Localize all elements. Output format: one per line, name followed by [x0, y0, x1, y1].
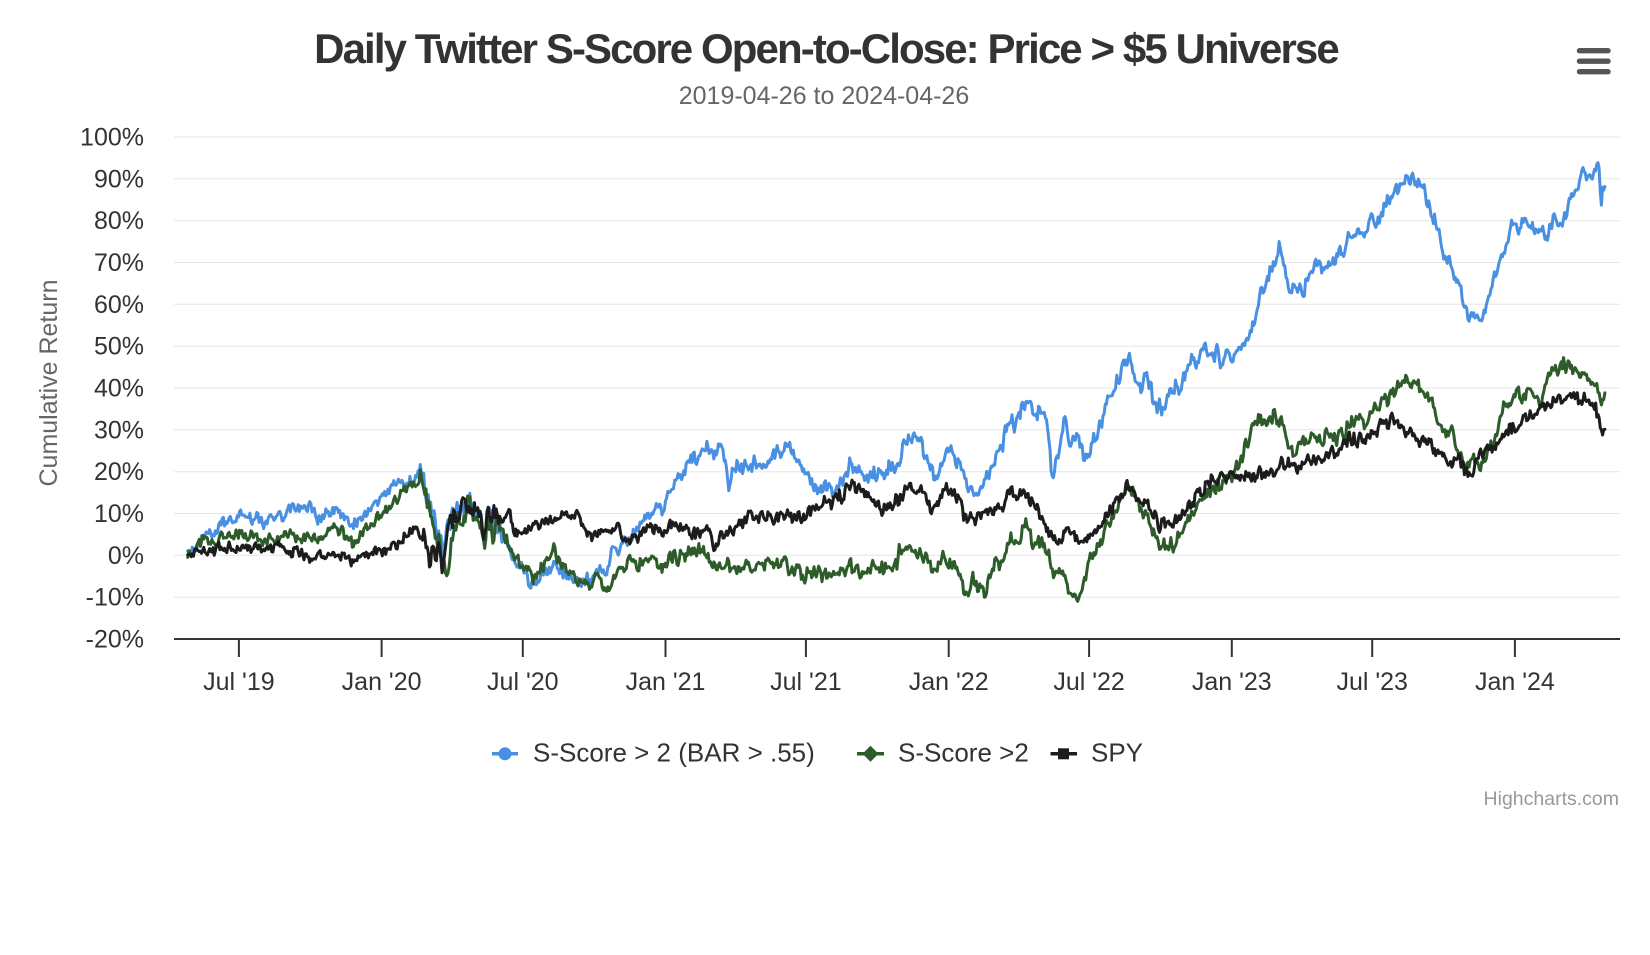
- svg-text:Jul '20: Jul '20: [487, 668, 558, 696]
- svg-text:-10%: -10%: [86, 584, 144, 612]
- svg-text:S-Score > 2 (BAR > .55): S-Score > 2 (BAR > .55): [533, 738, 815, 768]
- svg-text:2019-04-26 to 2024-04-26: 2019-04-26 to 2024-04-26: [679, 82, 970, 110]
- svg-text:Jul '21: Jul '21: [770, 668, 841, 696]
- svg-text:Jan '24: Jan '24: [1475, 668, 1555, 696]
- svg-text:Jul '19: Jul '19: [203, 668, 274, 696]
- svg-text:60%: 60%: [94, 291, 144, 319]
- svg-text:SPY: SPY: [1091, 738, 1143, 768]
- svg-text:0%: 0%: [108, 542, 144, 570]
- svg-text:20%: 20%: [94, 458, 144, 486]
- svg-text:S-Score >2: S-Score >2: [898, 738, 1029, 768]
- svg-text:10%: 10%: [94, 500, 144, 528]
- svg-text:70%: 70%: [94, 249, 144, 277]
- svg-text:-20%: -20%: [86, 626, 144, 654]
- svg-text:Jul '22: Jul '22: [1053, 668, 1124, 696]
- svg-text:Jan '22: Jan '22: [909, 668, 989, 696]
- svg-text:40%: 40%: [94, 375, 144, 403]
- svg-text:Jan '21: Jan '21: [626, 668, 706, 696]
- svg-text:Cumulative Return: Cumulative Return: [35, 279, 63, 486]
- svg-text:30%: 30%: [94, 416, 144, 444]
- svg-text:100%: 100%: [80, 124, 144, 152]
- svg-text:50%: 50%: [94, 333, 144, 361]
- svg-text:80%: 80%: [94, 207, 144, 235]
- svg-text:Jul '23: Jul '23: [1336, 668, 1407, 696]
- svg-text:Daily Twitter S-Score Open-to-: Daily Twitter S-Score Open-to-Close: Pri…: [314, 25, 1338, 72]
- svg-text:Jan '23: Jan '23: [1192, 668, 1272, 696]
- svg-text:90%: 90%: [94, 165, 144, 193]
- svg-text:Jan '20: Jan '20: [342, 668, 422, 696]
- svg-text:Highcharts.com: Highcharts.com: [1484, 788, 1619, 810]
